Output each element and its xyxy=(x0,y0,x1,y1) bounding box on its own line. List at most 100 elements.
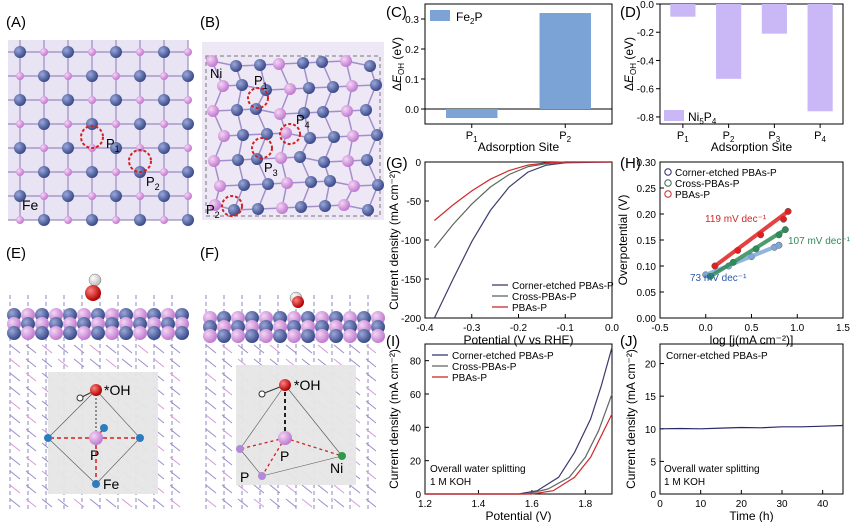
p-atom xyxy=(281,177,293,189)
y-tick-label: 0.00 xyxy=(637,314,657,325)
bond xyxy=(73,358,85,368)
y-tick-label: 20 xyxy=(410,457,422,468)
x-tick-label: 10 xyxy=(695,499,707,510)
fe-atom xyxy=(110,142,122,154)
plot-frame xyxy=(424,3,613,125)
p-atom xyxy=(160,168,168,176)
bond xyxy=(169,414,181,424)
bond xyxy=(253,344,265,354)
bond xyxy=(25,344,37,354)
x-tick-label: P3 xyxy=(768,130,780,144)
panel-label-b: (B) xyxy=(200,14,220,31)
bond xyxy=(25,456,37,466)
x-tick-label: P2 xyxy=(559,130,571,144)
fe-atom xyxy=(86,214,98,226)
fe-atom xyxy=(14,190,26,202)
fe-atom xyxy=(134,70,146,82)
bond xyxy=(41,498,53,508)
fe-atom xyxy=(182,166,194,178)
bond xyxy=(205,386,217,396)
x-tick-label: -0.5 xyxy=(651,323,669,334)
ni-atom xyxy=(372,179,384,191)
x-tick-label: 0.0 xyxy=(605,323,619,334)
surface-atom xyxy=(259,329,273,343)
slope-label-pbas: 119 mV dec⁻¹ xyxy=(705,214,767,225)
bond xyxy=(285,484,297,494)
bond xyxy=(57,498,69,508)
fe-atom xyxy=(134,118,146,130)
surface-atom xyxy=(147,326,161,340)
bond xyxy=(221,358,233,368)
ni-atom xyxy=(328,131,340,143)
bond xyxy=(121,344,133,354)
p-atom xyxy=(208,155,220,167)
structure-e-fe2p-oh: *OH P Fe xyxy=(7,273,189,510)
legend-label-fe2p: Fe2P xyxy=(456,10,482,26)
ni-atom xyxy=(297,57,309,69)
p-atom xyxy=(112,120,120,128)
annotation-line-2: 1 M KOH xyxy=(664,477,705,488)
h-atom-e xyxy=(88,273,102,287)
p-atom xyxy=(275,152,287,164)
legend-label-ni5p4: Ni5P4 xyxy=(688,110,717,126)
bond xyxy=(205,498,217,508)
x-tick-label: 0 xyxy=(657,499,663,510)
legend-label-0: Corner-etched PBAs-P xyxy=(452,351,554,362)
surface-atom xyxy=(343,329,357,343)
y-tick-label: 20 xyxy=(645,360,657,371)
o-atom-e xyxy=(85,285,101,301)
bond xyxy=(253,498,265,508)
y-tick-label: 0.15 xyxy=(637,236,657,247)
bond xyxy=(333,498,345,508)
structure-b-background xyxy=(202,42,384,220)
site-p1-label-b: P1 xyxy=(254,73,268,91)
fe-atom xyxy=(110,46,122,58)
panel-label-i: (I) xyxy=(386,333,400,350)
p-atom xyxy=(284,83,296,95)
lattice-a xyxy=(8,40,194,226)
y-tick-label: 0 xyxy=(415,158,421,169)
ni-atom xyxy=(370,79,382,91)
bond xyxy=(205,442,217,452)
bond xyxy=(221,470,233,480)
bond xyxy=(301,498,313,508)
legend-label-1: Cross-PBAs-P xyxy=(512,292,577,303)
y-axis-label: Current density (mA cm⁻²) xyxy=(387,170,401,310)
bond xyxy=(365,414,377,424)
p-atom xyxy=(136,192,144,200)
bond xyxy=(317,484,329,494)
bond xyxy=(153,498,165,508)
bond xyxy=(205,358,217,368)
bond xyxy=(9,470,21,480)
bond xyxy=(153,344,165,354)
bond xyxy=(365,386,377,396)
surface-atom xyxy=(231,329,245,343)
ni-atom xyxy=(298,107,310,119)
series-line-2 xyxy=(425,413,613,495)
bond xyxy=(237,344,249,354)
series-line-1 xyxy=(433,161,612,249)
series-line-0 xyxy=(433,161,613,319)
legend-label-0: Corner-etched PBAs-P xyxy=(675,168,777,179)
fe-atom xyxy=(62,142,74,154)
site-p2-label-b: P2 xyxy=(206,202,220,220)
p-atom xyxy=(40,48,48,56)
bond xyxy=(221,386,233,396)
fe-atom-label: Fe xyxy=(22,197,39,213)
fe-atom xyxy=(158,190,170,202)
surface-atom xyxy=(105,326,119,340)
y-tick-label: 0.20 xyxy=(637,210,657,221)
legend-swatch-fe2p xyxy=(430,10,450,21)
bond xyxy=(317,344,329,354)
bond xyxy=(41,358,53,368)
fe-atom xyxy=(14,94,26,106)
y-tick-label: -0.8 xyxy=(637,113,655,124)
ni-atom xyxy=(317,106,329,118)
bond xyxy=(237,498,249,508)
surface-atom xyxy=(371,329,385,343)
y-tick-label: -200 xyxy=(401,314,421,325)
bond xyxy=(221,442,233,452)
bond xyxy=(221,456,233,466)
fe-atom xyxy=(158,142,170,154)
bond xyxy=(9,386,21,396)
